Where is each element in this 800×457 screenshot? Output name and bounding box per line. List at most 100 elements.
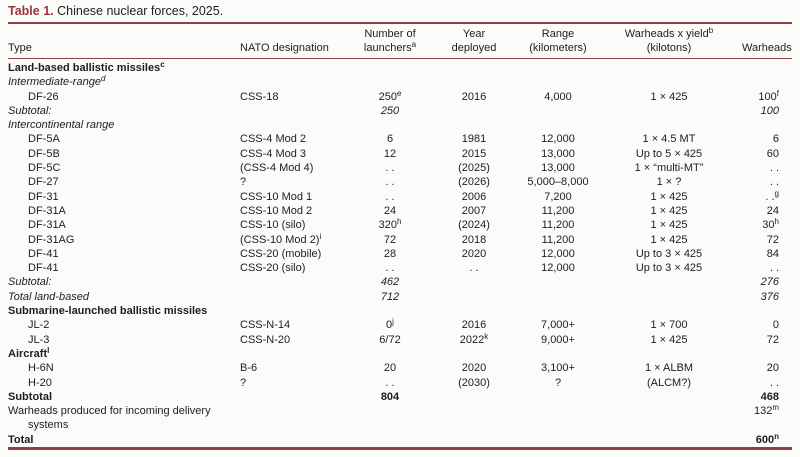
cell-warheads [742, 75, 792, 89]
cell-range-kilometers: 7,200 [544, 190, 572, 203]
cell-year-deployed: 1981 [461, 133, 487, 146]
cell-warheads [742, 304, 792, 318]
cell-warheads-x-yield: (ALCM?) [646, 376, 691, 389]
cell-type: DF-27 [28, 176, 59, 189]
cell-type: DF-31A [28, 219, 66, 232]
cell-warheads: 72 [766, 333, 779, 346]
cell-range-kilometers [520, 404, 596, 433]
cell-number-of-launchers [352, 59, 428, 76]
cell-nato-designation [240, 290, 352, 304]
cell-warheads-x-yield: Up to 3 × 425 [635, 262, 703, 275]
cell-number-of-launchers: 712 [380, 290, 400, 303]
cell-year-deployed [428, 390, 520, 404]
cell-warheads [742, 59, 792, 76]
cell-year-deployed: 2015 [461, 147, 487, 160]
cell-year-deployed: 2022k [459, 331, 489, 346]
cell-year-deployed: (2030) [458, 376, 490, 389]
cell-type: Total land-based [8, 290, 89, 303]
cell-nato-designation [240, 404, 352, 433]
cell-nato-designation: CSS-20 (silo) [240, 262, 306, 275]
cell-warheads-x-yield [596, 290, 742, 304]
cell-range-kilometers: 7,000+ [541, 319, 575, 332]
table-row: DF-27? . . (2026) 5,000–8,000 1 × ? . . [8, 175, 792, 189]
cell-type: H-20 [28, 376, 52, 389]
cell-year-deployed: 2020 [461, 362, 487, 375]
table-row: Subtotal 804 468 [8, 390, 792, 404]
cell-warheads [742, 118, 792, 132]
cell-range-kilometers: 13,000 [541, 147, 575, 160]
cell-warheads-x-yield: 1 × 700 [650, 319, 688, 332]
cell-warheads-x-yield: 1 × 425 [650, 190, 688, 203]
cell-warheads: 100 [760, 104, 779, 117]
cell-nato-designation: CSS-N-14 [240, 319, 291, 332]
column-header-warheads: Warheads [742, 41, 792, 54]
cell-number-of-launchers [352, 433, 428, 449]
cell-number-of-launchers: 250 [380, 104, 400, 117]
cell-range-kilometers: 3,100+ [541, 362, 575, 375]
cell-number-of-launchers: 6 [386, 133, 394, 146]
table-row: Subtotal: 462 276 [8, 275, 792, 289]
cell-nato-designation [240, 347, 352, 361]
cell-type: DF-31 [28, 190, 59, 203]
table-row: DF-31 CSS-10 Mod 1 . . 2006 7,200 1 × 425 . .g [8, 189, 792, 204]
cell-warheads: . . [769, 162, 779, 175]
cell-type: DF-26 [28, 90, 59, 103]
cell-number-of-launchers: 462 [380, 276, 400, 289]
cell-nato-designation: B-6 [240, 362, 258, 375]
cell-number-of-launchers: . . [385, 376, 395, 389]
table-row: DF-41 CSS-20 (mobile) 28 2020 12,000 Up to 3 … [8, 247, 792, 261]
cell-year-deployed [428, 290, 520, 304]
table-row: JL-3 CSS-N-20 6/72 2022k 9,000+ 1 × 425 72 [8, 331, 792, 347]
cell-number-of-launchers: 24 [383, 204, 397, 217]
cell-warheads: 468 [760, 390, 779, 403]
cell-type: Subtotal [8, 390, 52, 403]
column-header-range-kilometers: Range (kilometers) [529, 28, 587, 54]
cell-warheads-x-yield: 1 × ALBM [644, 362, 693, 375]
cell-range-kilometers [520, 290, 596, 304]
cell-number-of-launchers: 72 [383, 233, 397, 246]
cell-warheads [742, 347, 792, 361]
cell-number-of-launchers: . . [385, 162, 395, 175]
table-body: Land-based ballistic missilesc Intermedia… [8, 59, 792, 449]
cell-warheads: 100f [758, 88, 779, 103]
table-row: Intermediate-ranged [8, 75, 792, 89]
cell-range-kilometers: 11,200 [541, 204, 575, 217]
cell-year-deployed: (2024) [458, 219, 490, 232]
cell-warheads-x-yield [596, 390, 742, 404]
cell-year-deployed [428, 104, 520, 118]
cell-warheads-x-yield: 1 × “multi-MT” [634, 162, 704, 175]
cell-type: Total [8, 433, 34, 446]
table-row: Warheads produced for incoming delivery … [8, 404, 792, 433]
cell-nato-designation [240, 59, 352, 76]
cell-year-deployed: . . [469, 262, 479, 275]
cell-warheads: 24 [766, 204, 779, 217]
cell-warheads-x-yield [596, 433, 742, 449]
cell-number-of-launchers [352, 404, 428, 433]
cell-range-kilometers: 12,000 [541, 133, 575, 146]
cell-warheads: . . [769, 262, 779, 275]
table-row: DF-5B CSS-4 Mod 3 12 2015 13,000 Up to 5 × 42… [8, 147, 792, 161]
cell-warheads: 376 [760, 290, 779, 303]
cell-number-of-launchers [352, 347, 428, 361]
cell-warheads: . . [769, 376, 779, 389]
table-row: DF-26 CSS-18 250e 2016 4,000 1 × 425 100f [8, 88, 792, 104]
cell-nato-designation: ? [240, 176, 247, 189]
table-row: DF-41 CSS-20 (silo) . . . . 12,000 Up to 3 × … [8, 261, 792, 275]
table-row: H-20? . . (2030)? (ALCM?) . . [8, 376, 792, 390]
table-row: Total land-based 712 376 [8, 290, 792, 304]
cell-warheads: 6 [772, 133, 779, 146]
table-row: Subtotal: 250 100 [8, 104, 792, 118]
cell-type: DF-5B [28, 147, 60, 160]
table-header: Type NATO designation Number of launchersa Y… [8, 23, 792, 59]
cell-year-deployed: 2018 [461, 233, 487, 246]
cell-number-of-launchers: 6/72 [379, 333, 401, 346]
cell-year-deployed: 2007 [461, 204, 487, 217]
cell-warheads-x-yield: 1 × ? [656, 176, 682, 189]
cell-range-kilometers [520, 104, 596, 118]
cell-type: Submarine-launched ballistic missiles [8, 305, 208, 318]
cell-type: DF-31AG [28, 233, 75, 246]
cell-number-of-launchers: 0j [386, 317, 394, 332]
cell-warheads-x-yield [596, 75, 742, 89]
cell-nato-designation [240, 390, 352, 404]
table-title: Table 1. Chinese nuclear forces, 2025. [8, 3, 792, 22]
